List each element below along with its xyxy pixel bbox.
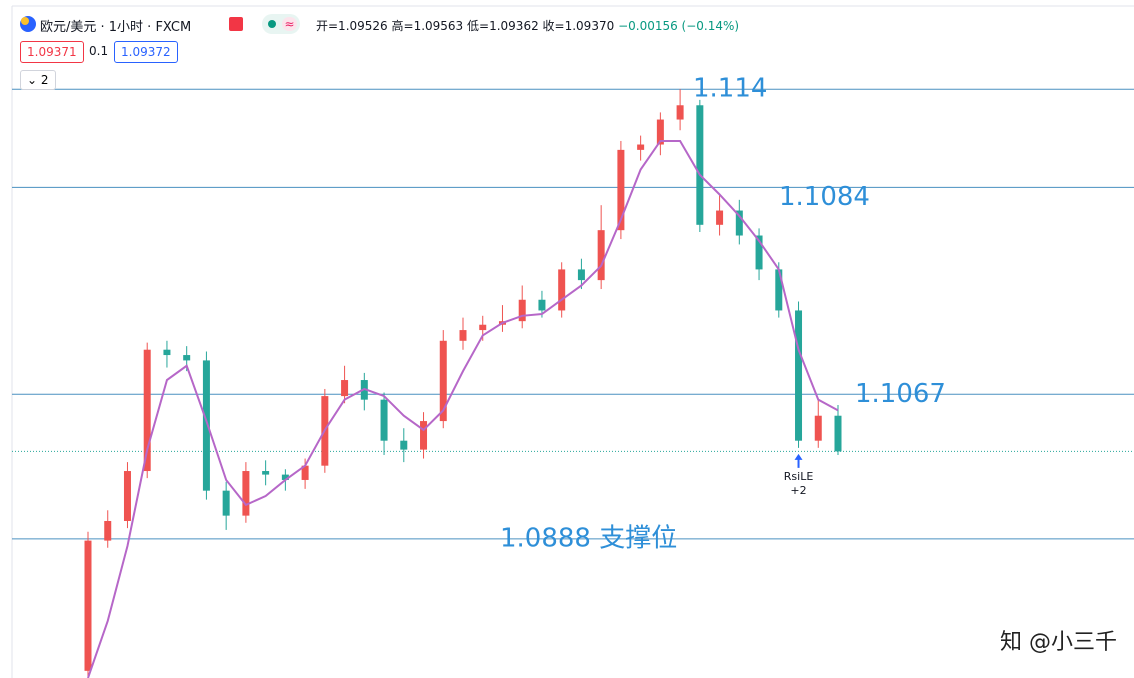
candle-body — [183, 355, 191, 361]
candle-body — [459, 330, 467, 341]
candle-body — [597, 230, 605, 281]
watermark: 知 @小三千 — [1000, 630, 1117, 655]
symbol-icon — [20, 16, 36, 32]
signal-label: RsiLE — [784, 470, 814, 483]
candle-body — [301, 465, 309, 480]
candle-body — [439, 340, 447, 422]
ohlc-low: 低=1.09362 — [467, 19, 539, 33]
status-pill[interactable]: ≈ — [262, 14, 300, 34]
candle-body — [400, 440, 408, 450]
indicator-count: 2 — [40, 73, 49, 87]
ohlc-change: −0.00156 (−0.14%) — [618, 19, 740, 33]
candle-body — [479, 324, 487, 331]
indicator-toggle[interactable]: ⌄ 2 — [20, 70, 56, 90]
candle-body — [676, 105, 684, 120]
candle-body — [281, 474, 289, 480]
ohlc-legend: 开=1.09526 高=1.09563 低=1.09362 收=1.09370 … — [316, 17, 739, 34]
ohlc-high: 高=1.09563 — [391, 19, 464, 33]
candle-body — [558, 269, 566, 311]
line-label: 1.1067 — [855, 379, 946, 409]
candle-body — [735, 210, 743, 236]
candle-body — [222, 490, 230, 516]
candle-body — [143, 349, 151, 472]
status-icons: ≈ — [268, 17, 297, 31]
candle-body — [795, 310, 803, 441]
candle-body — [242, 471, 250, 516]
sell-button[interactable]: 1.09371 — [20, 41, 84, 63]
candle-body — [518, 299, 526, 322]
candle-body — [202, 360, 210, 491]
candle-body — [84, 540, 92, 671]
candle-body — [341, 380, 349, 397]
candle-body — [775, 269, 783, 311]
signal-count: +2 — [790, 484, 806, 497]
candle-body — [163, 349, 171, 356]
candle-body — [104, 520, 112, 541]
alert-icon[interactable] — [229, 17, 243, 31]
candle-body — [755, 235, 763, 270]
candle-body — [420, 421, 428, 450]
buy-button[interactable]: 1.09372 — [114, 41, 178, 63]
candle-body — [716, 210, 724, 225]
candle-body — [834, 415, 842, 452]
candle-body — [814, 415, 822, 441]
signal-arrow — [794, 453, 803, 468]
line-label: 1.0888 支撑位 — [500, 523, 677, 553]
svg-text:≈: ≈ — [284, 17, 294, 31]
ohlc-close: 收=1.09370 — [542, 19, 615, 33]
line-label: 1.1084 — [779, 182, 870, 212]
candle-body — [617, 149, 625, 231]
candle-body — [577, 269, 585, 281]
candle-body — [696, 105, 704, 225]
ohlc-open: 开=1.09526 — [316, 19, 388, 33]
line-label: 1.114 — [693, 74, 767, 104]
moving-average — [87, 139, 839, 678]
candle-body — [538, 299, 546, 311]
symbol-title: 欧元/美元 · 1小时 · FXCM — [40, 20, 192, 35]
candle-body — [637, 144, 645, 150]
spread: 0.1 — [89, 44, 109, 58]
candle-body — [656, 119, 664, 145]
candle-body — [380, 399, 388, 441]
candle-body — [123, 471, 131, 521]
candle-body — [262, 471, 270, 475]
